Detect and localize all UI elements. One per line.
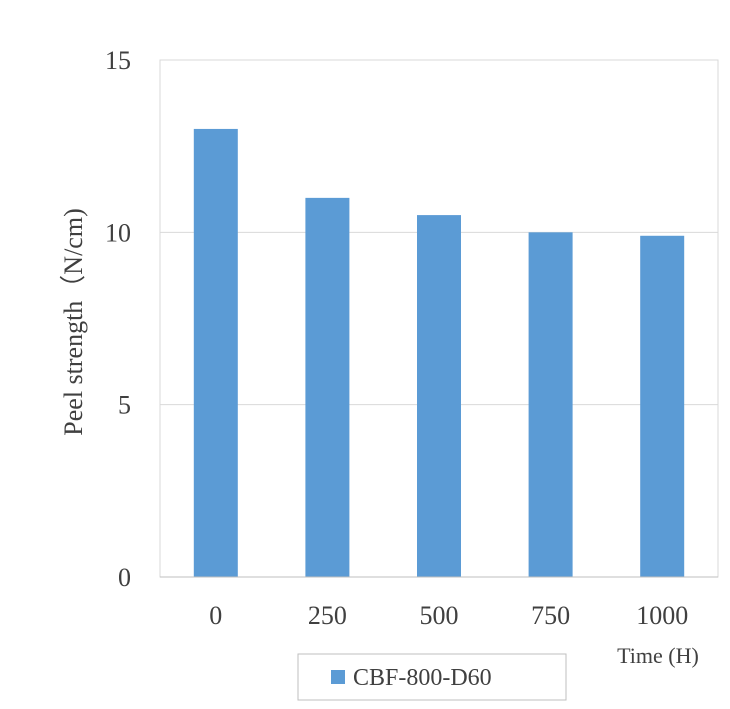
bar-1000 <box>640 235 685 577</box>
legend-swatch <box>331 670 345 684</box>
bar-750 <box>528 232 573 578</box>
x-tick-label: 1000 <box>636 601 688 630</box>
bars <box>193 128 685 578</box>
y-tick-label: 15 <box>105 46 131 75</box>
y-tick-labels: 0 5 10 15 <box>105 46 131 592</box>
y-axis-label: Peel strength（N/cm) <box>59 208 88 435</box>
legend: CBF-800-D60 <box>297 653 567 701</box>
x-tick-label: 0 <box>209 601 222 630</box>
x-axis-label: Time (H) <box>617 643 699 668</box>
legend-label: CBF-800-D60 <box>353 665 492 691</box>
y-tick-label: 10 <box>105 218 131 247</box>
x-tick-label: 750 <box>531 601 570 630</box>
y-tick-label: 0 <box>118 563 131 592</box>
bar-500 <box>417 215 461 577</box>
y-tick-label: 5 <box>118 391 131 420</box>
bar-250 <box>305 197 350 577</box>
x-tick-label: 250 <box>308 601 347 630</box>
bar-0 <box>193 128 238 577</box>
x-tick-label: 500 <box>420 601 459 630</box>
x-tick-labels: 0 250 500 750 1000 <box>209 601 688 630</box>
